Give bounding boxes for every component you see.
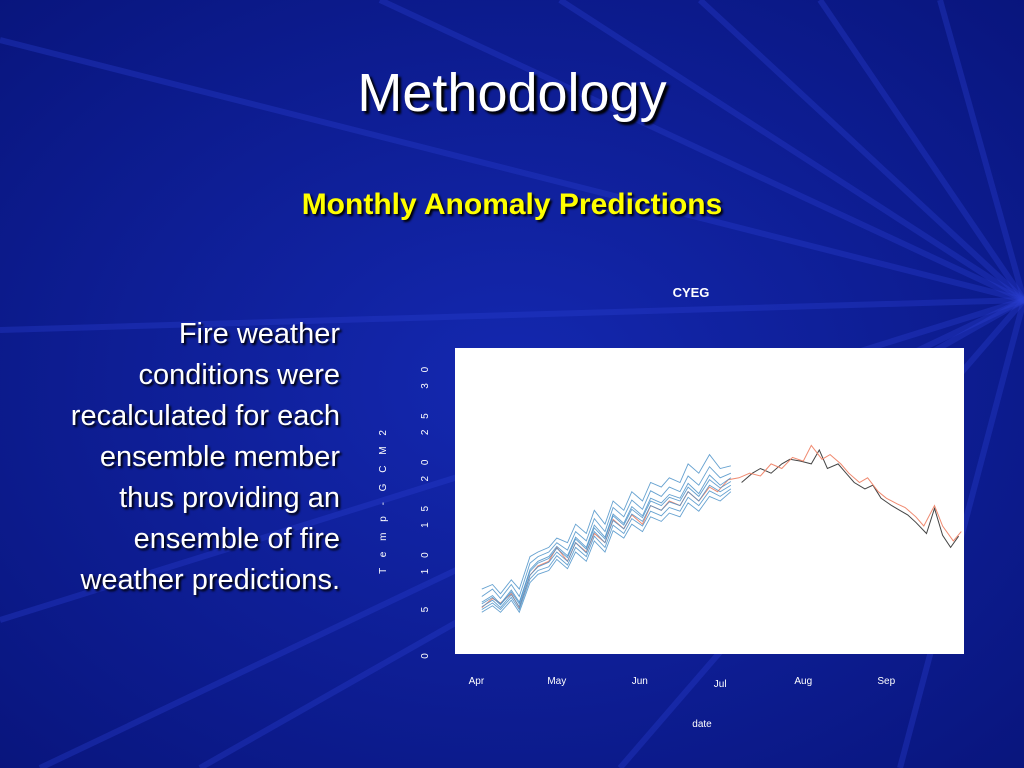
ensemble-line-6	[481, 484, 732, 609]
chart-title: CYEG	[673, 285, 710, 300]
slide-title: Methodology	[357, 63, 667, 123]
x-tick-label: Jun	[632, 676, 648, 687]
observed-line-0	[741, 448, 960, 549]
x-tick-label: May	[547, 676, 566, 687]
slide-subtitle: Monthly Anomaly Predictions	[301, 188, 723, 221]
y-tick-label: 1 0	[420, 548, 431, 574]
x-tick-label: Jul	[714, 679, 727, 690]
ensemble-line-5	[481, 479, 732, 606]
y-tick-label: 2 5	[420, 409, 431, 435]
y-axis-label: T e m p - G C M 2	[378, 426, 389, 574]
y-tick-label: 1 5	[420, 502, 431, 528]
y-tick-label: 0	[420, 649, 431, 659]
y-tick-label: 2 0	[420, 456, 431, 482]
body-text: Fire weather conditions were recalculate…	[70, 318, 340, 596]
ensemble-line-7	[481, 488, 732, 611]
ensemble-line-8	[481, 491, 732, 614]
x-tick-label: Apr	[469, 676, 485, 687]
plot-area	[455, 348, 964, 654]
y-tick-label: 5	[420, 603, 431, 613]
x-axis-ticks: Apr May Jun Jul Aug Sep	[469, 676, 896, 690]
y-tick-label: 3 0	[420, 363, 431, 389]
reference-line-1	[481, 444, 962, 609]
x-tick-label: Sep	[877, 676, 895, 687]
y-axis-ticks: 0 5 1 0 1 5 2 0 2 5 3 0	[420, 363, 431, 659]
ensemble-line-4	[481, 474, 732, 605]
ensemble-line-2	[481, 453, 732, 595]
x-axis-label: date	[692, 719, 712, 730]
ensemble-line-3	[481, 465, 732, 600]
x-tick-label: Aug	[794, 676, 812, 687]
series-lines	[481, 444, 962, 614]
